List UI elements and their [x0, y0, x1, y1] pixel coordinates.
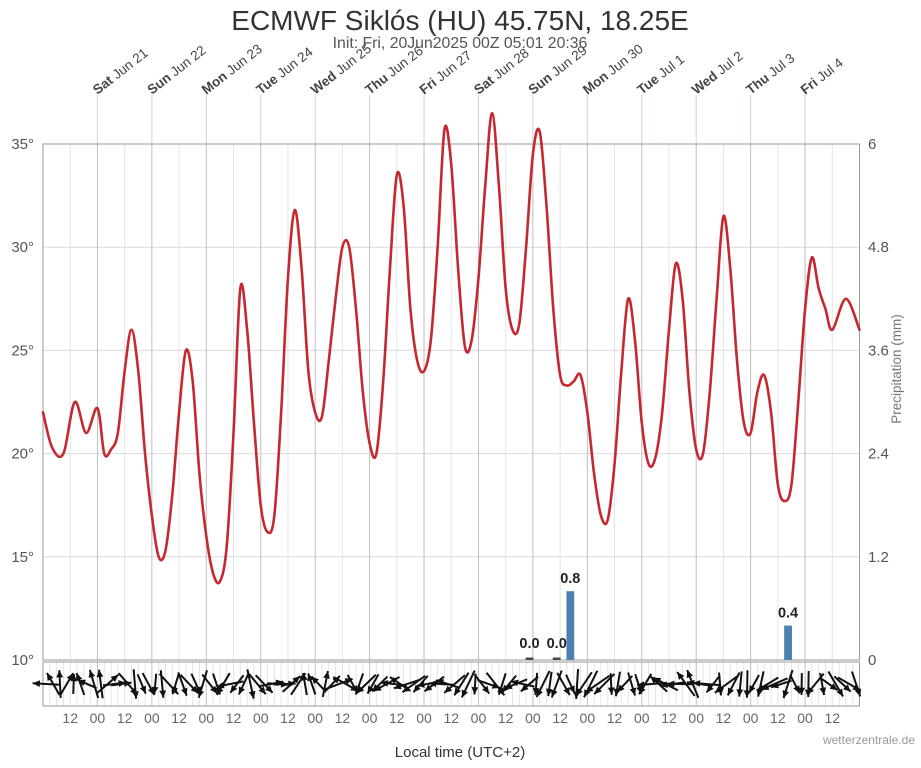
- svg-text:00: 00: [797, 710, 813, 726]
- svg-text:12: 12: [716, 710, 732, 726]
- svg-text:00: 00: [362, 710, 378, 726]
- svg-text:00: 00: [416, 710, 432, 726]
- svg-text:12: 12: [280, 710, 296, 726]
- svg-text:ECMWF Siklós (HU) 45.75N, 18.2: ECMWF Siklós (HU) 45.75N, 18.25E: [231, 5, 688, 36]
- svg-text:0: 0: [868, 652, 876, 669]
- svg-text:0.4: 0.4: [778, 606, 798, 622]
- svg-text:30°: 30°: [11, 239, 34, 256]
- svg-text:20°: 20°: [11, 446, 34, 463]
- svg-text:00: 00: [580, 710, 596, 726]
- svg-text:Sat Jun 28: Sat Jun 28: [471, 45, 532, 97]
- svg-text:10°: 10°: [11, 652, 34, 669]
- svg-text:wetterzentrale.de: wetterzentrale.de: [822, 733, 915, 747]
- svg-text:1.2: 1.2: [868, 549, 889, 566]
- svg-text:12: 12: [62, 710, 78, 726]
- svg-text:Local time (UTC+2): Local time (UTC+2): [395, 744, 525, 761]
- svg-text:Thu Jul 3: Thu Jul 3: [743, 50, 797, 97]
- svg-text:12: 12: [661, 710, 677, 726]
- svg-text:00: 00: [144, 710, 160, 726]
- svg-text:00: 00: [199, 710, 215, 726]
- svg-text:3.6: 3.6: [868, 342, 889, 359]
- svg-text:2.4: 2.4: [868, 446, 889, 463]
- svg-text:12: 12: [117, 710, 133, 726]
- svg-text:4.8: 4.8: [868, 239, 889, 256]
- svg-text:00: 00: [471, 710, 487, 726]
- svg-text:6: 6: [868, 136, 876, 153]
- svg-text:00: 00: [307, 710, 323, 726]
- svg-text:00: 00: [688, 710, 704, 726]
- svg-text:00: 00: [90, 710, 106, 726]
- svg-text:Precipitation (mm): Precipitation (mm): [889, 314, 904, 424]
- svg-text:35°: 35°: [11, 136, 34, 153]
- svg-text:Tue Jul 1: Tue Jul 1: [634, 52, 687, 98]
- svg-text:12: 12: [389, 710, 405, 726]
- svg-text:00: 00: [634, 710, 650, 726]
- svg-text:12: 12: [552, 710, 568, 726]
- svg-text:Sat Jun 21: Sat Jun 21: [90, 45, 151, 97]
- svg-text:Fri Jul 4: Fri Jul 4: [798, 55, 847, 98]
- svg-text:12: 12: [770, 710, 786, 726]
- svg-text:Sun Jun 22: Sun Jun 22: [144, 43, 208, 98]
- svg-text:12: 12: [824, 710, 840, 726]
- svg-text:00: 00: [743, 710, 759, 726]
- svg-text:12: 12: [498, 710, 514, 726]
- svg-text:12: 12: [226, 710, 242, 726]
- svg-text:25°: 25°: [11, 342, 34, 359]
- svg-text:15°: 15°: [11, 549, 34, 566]
- svg-text:12: 12: [443, 710, 459, 726]
- svg-text:12: 12: [607, 710, 623, 726]
- svg-text:0.0: 0.0: [547, 636, 567, 652]
- svg-text:Wed Jul 2: Wed Jul 2: [689, 48, 746, 97]
- svg-text:0.0: 0.0: [519, 636, 539, 652]
- svg-text:00: 00: [525, 710, 541, 726]
- svg-text:12: 12: [335, 710, 351, 726]
- svg-text:0.8: 0.8: [560, 571, 580, 587]
- svg-text:00: 00: [253, 710, 269, 726]
- svg-text:12: 12: [171, 710, 187, 726]
